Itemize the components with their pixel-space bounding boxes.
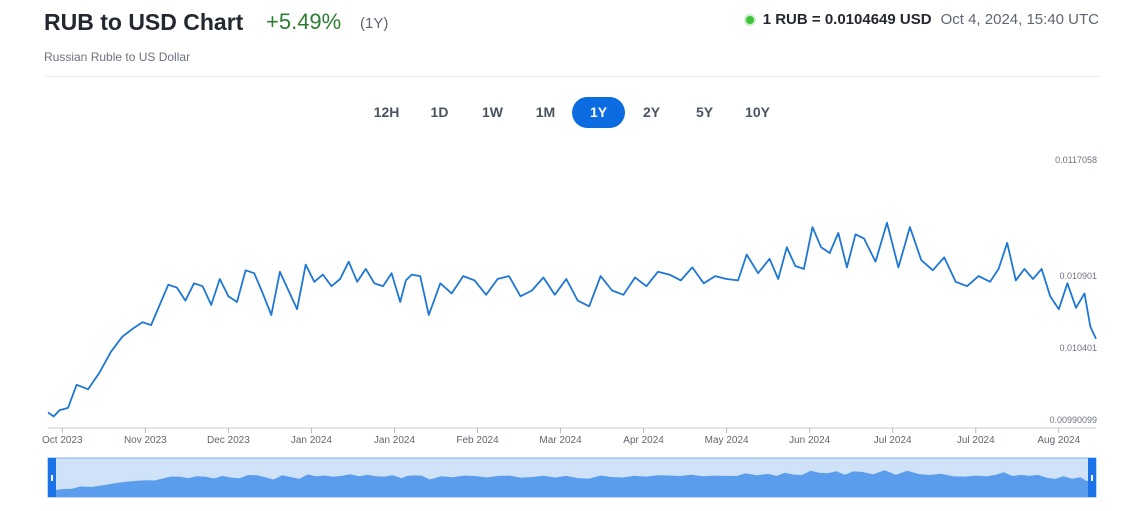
x-tick-label: Aug 2024 [1037, 435, 1080, 446]
grip-icon [1091, 475, 1093, 481]
live-status-icon [745, 15, 754, 24]
rate-timestamp: Oct 4, 2024, 15:40 UTC [940, 11, 1099, 28]
x-tick-label: Jun 2024 [789, 435, 831, 446]
x-tick-label: Jan 2024 [291, 435, 333, 446]
tab-2y[interactable]: 2Y [642, 104, 661, 120]
x-tick-label: Apr 2024 [623, 435, 664, 446]
page-title: RUB to USD Chart [44, 9, 244, 35]
tab-1m[interactable]: 1M [535, 104, 556, 120]
range-navigator[interactable] [47, 457, 1097, 498]
x-tick-label: May 2024 [705, 435, 749, 446]
rate-value: 1 RUB = 0.0104649 USD [762, 11, 932, 28]
x-tick-label: Jul 2024 [957, 435, 995, 446]
tab-1d[interactable]: 1D [430, 104, 449, 120]
y-tick-label: 0.010901 [1059, 271, 1097, 281]
tab-12h[interactable]: 12H [373, 104, 400, 120]
navigator-area [52, 470, 1092, 497]
pair-subtitle: Russian Ruble to US Dollar [44, 50, 191, 64]
tab-1w[interactable]: 1W [482, 104, 503, 120]
percent-change: +5.49% [266, 9, 342, 34]
current-rate: 1 RUB = 0.0104649 USD Oct 4, 2024, 15:40… [745, 11, 1099, 28]
header-divider [44, 76, 1101, 77]
x-tick-label: Dec 2023 [207, 435, 250, 446]
y-tick-label: 0.0117058 [1055, 155, 1097, 165]
x-tick-label: Jul 2024 [874, 435, 912, 446]
tab-10y[interactable]: 10Y [745, 104, 770, 120]
y-tick-label: 0.00990099 [1049, 415, 1097, 425]
tab-1y[interactable]: 1Y [572, 97, 625, 128]
tab-5y[interactable]: 5Y [695, 104, 714, 120]
period-tabs: 12H 1D 1W 1M 1Y 2Y 5Y 10Y [360, 97, 784, 128]
x-tick-label: Nov 2023 [124, 435, 167, 446]
price-line [47, 221, 1097, 418]
y-tick-label: 0.010401 [1059, 343, 1097, 353]
x-tick-label: Feb 2024 [456, 435, 499, 446]
grip-icon [51, 475, 53, 481]
x-tick-label: Oct 2023 [42, 435, 83, 446]
change-period: (1Y) [360, 15, 389, 32]
x-tick-label: Jan 2024 [374, 435, 416, 446]
x-tick-label: Mar 2024 [539, 435, 582, 446]
